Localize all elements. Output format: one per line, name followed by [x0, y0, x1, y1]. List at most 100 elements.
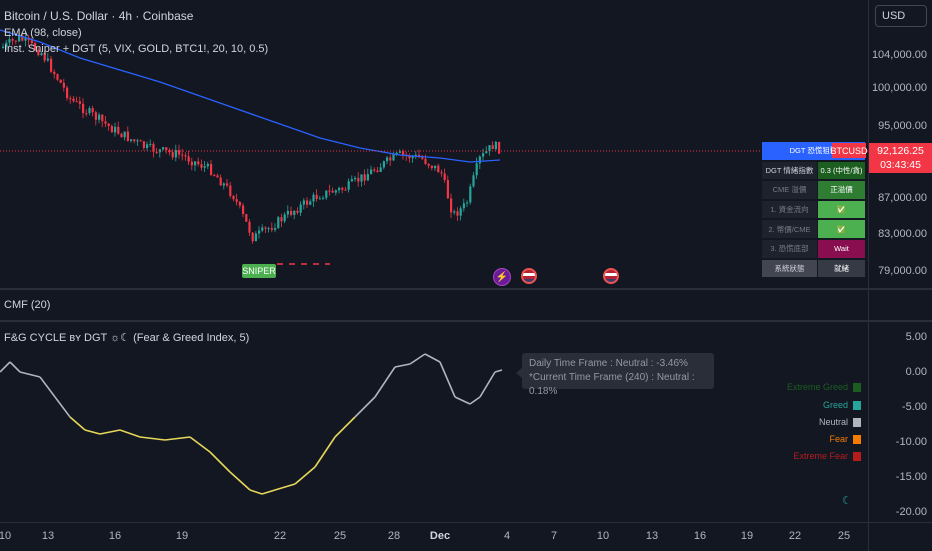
time-tick: 19	[175, 530, 189, 542]
sniper-signal-label: SNIPER	[242, 266, 276, 276]
fg-cycle-pane[interactable]: F&G CYCLE ʙʏ DGT ☼☾ (Fear & Greed Index,…	[0, 322, 868, 522]
candle-body	[322, 197, 325, 199]
candle-body	[197, 161, 200, 165]
candle-body	[216, 175, 219, 178]
candle-body	[462, 203, 465, 209]
fg-tick: 5.00	[905, 331, 927, 343]
candle-body	[350, 179, 353, 182]
candle-body	[366, 174, 369, 181]
candle-body	[178, 150, 181, 155]
candle-body	[104, 121, 107, 124]
candle-body	[456, 211, 459, 216]
candle-body	[229, 185, 232, 196]
candle-body	[498, 141, 501, 154]
cmf-pane[interactable]: CMF (20)	[0, 290, 868, 320]
candle-body	[21, 35, 24, 41]
candle-body	[277, 217, 280, 229]
candle-body	[347, 181, 350, 190]
candle-body	[318, 198, 321, 200]
dgt-table-label: CME 溢價	[762, 181, 817, 199]
fg-cycle-segment	[261, 489, 276, 495]
dgt-table-label: 1. 資金流向	[762, 200, 817, 219]
candle-body	[251, 232, 254, 242]
sniper-indicator-label[interactable]: Inst. Sniper + DGT (5, VIX, GOLD, BTC1!,…	[4, 43, 269, 55]
us-flag-event-icon[interactable]	[521, 268, 537, 284]
candle-body	[88, 108, 91, 114]
candle-body	[30, 40, 33, 44]
candle-body	[242, 205, 245, 215]
dgt-table-value: Wait	[818, 239, 865, 258]
currency-button-label: USD	[882, 10, 906, 22]
price-chart-pane[interactable]: Bitcoin / U.S. Dollar · 4h · Coinbase EM…	[0, 0, 868, 288]
candle-body	[427, 163, 430, 166]
pane-separator[interactable]	[0, 320, 932, 322]
candle-body	[299, 204, 302, 213]
candle-body	[101, 114, 104, 122]
time-axis[interactable]	[0, 522, 868, 551]
dgt-table-value: 正溢價	[818, 181, 865, 199]
currency-button[interactable]: USD	[875, 5, 927, 27]
fg-cycle-segment	[54, 396, 71, 418]
fg-tick: -15.00	[895, 471, 927, 483]
candle-body	[75, 101, 78, 103]
fg-cycle-chart[interactable]	[0, 322, 868, 522]
candle-body	[382, 161, 385, 168]
candle-body	[123, 131, 126, 138]
fg-legend-item: Greed	[823, 400, 861, 411]
candle-body	[210, 163, 213, 175]
fg-cycle-segment	[374, 366, 396, 398]
time-tick: 16	[693, 530, 707, 542]
fg-cycle-segment	[189, 436, 211, 453]
dgt-table-row: 系統狀態 就緒	[762, 259, 865, 279]
price-axis[interactable]: USD 104,000.00 100,000.00 95,000.00 87,0…	[868, 0, 932, 288]
candle-body	[389, 157, 392, 161]
candle-body	[187, 156, 190, 162]
candle-body	[290, 210, 293, 215]
axis-corner[interactable]	[868, 522, 932, 551]
candle-body	[475, 163, 478, 176]
price-chart[interactable]	[0, 0, 868, 288]
cmf-axis[interactable]	[868, 290, 932, 320]
candle-body	[85, 113, 88, 115]
sniper-signal-badge: SNIPER	[242, 264, 276, 278]
fg-legend-item: Extreme Greed	[787, 382, 861, 393]
time-tick: 25	[837, 530, 851, 542]
dgt-table-label: DGT 情緒指數	[762, 161, 817, 180]
ema-line	[0, 29, 501, 163]
lightning-event-icon[interactable]: ⚡	[493, 268, 511, 286]
dgt-table-value: 0.3 (中性/貪)	[818, 161, 865, 180]
candle-body	[139, 140, 142, 142]
candle-body	[459, 208, 462, 216]
candle-body	[56, 74, 59, 80]
candle-body	[491, 145, 494, 150]
candle-body	[34, 43, 37, 50]
legend-swatch	[853, 401, 861, 411]
fg-cycle-segment	[439, 361, 456, 398]
dgt-table-value: 就緒	[818, 259, 865, 278]
dgt-table-label: 系統狀態	[762, 259, 817, 278]
candle-body	[174, 150, 177, 158]
current-price-tag: 92,126.25 03:43:45	[869, 143, 932, 173]
candle-body	[110, 126, 113, 133]
pane-separator[interactable]	[0, 288, 932, 290]
ema-indicator-label[interactable]: EMA (98, close)	[4, 27, 82, 39]
dgt-table-row: DGT 情緒指數 0.3 (中性/貪)	[762, 161, 865, 181]
cmf-indicator-label[interactable]: CMF (20)	[4, 299, 51, 311]
candle-body	[94, 112, 97, 120]
fg-indicator-label[interactable]: F&G CYCLE ʙʏ DGT ☼☾ (Fear & Greed Index,…	[4, 332, 250, 344]
dgt-table-label: 3. 恐慌底部	[762, 239, 817, 258]
candle-body	[280, 217, 283, 222]
fg-cycle-segment	[139, 436, 166, 441]
candle-body	[338, 187, 341, 191]
main-chart-title[interactable]: Bitcoin / U.S. Dollar · 4h · Coinbase	[4, 9, 194, 23]
candle-body	[126, 131, 129, 141]
candle-body	[309, 201, 312, 205]
candle-body	[146, 144, 149, 148]
candle-body	[264, 227, 267, 229]
fg-axis[interactable]: 5.00 0.00 -5.00 -10.00 -15.00 -20.00	[868, 322, 932, 522]
fg-cycle-segment	[249, 489, 263, 495]
price-tick: 79,000.00	[878, 265, 927, 277]
fg-cycle-segment	[39, 376, 56, 398]
candle-body	[331, 190, 334, 193]
us-flag-event-icon-2[interactable]	[603, 268, 619, 284]
